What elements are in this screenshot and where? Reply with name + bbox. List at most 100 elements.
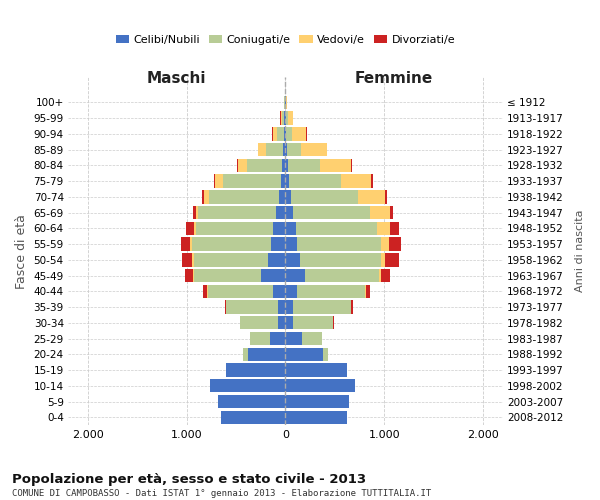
Bar (286, 158, 288, 172)
Bar (193, 269, 194, 282)
Bar (226, 364, 286, 376)
Bar (181, 238, 190, 251)
Bar (205, 190, 209, 203)
Bar (286, 395, 349, 408)
Bar (211, 379, 286, 392)
Bar (182, 253, 192, 266)
Bar (196, 222, 272, 235)
Bar (365, 284, 370, 298)
Bar (382, 269, 390, 282)
Bar (286, 96, 287, 109)
Bar (191, 238, 271, 251)
Bar (358, 190, 385, 203)
Bar (272, 127, 277, 140)
Bar (286, 222, 296, 235)
Text: Maschi: Maschi (147, 71, 206, 86)
Bar (215, 174, 223, 188)
Bar (248, 348, 286, 361)
Legend: Celibi/Nubili, Coniugati/e, Vedovi/e, Divorziati/e: Celibi/Nubili, Coniugati/e, Vedovi/e, Di… (111, 30, 460, 50)
Bar (277, 127, 284, 140)
Bar (208, 284, 272, 298)
Bar (284, 112, 286, 125)
Bar (250, 332, 269, 345)
Y-axis label: Anni di nascita: Anni di nascita (575, 210, 585, 292)
Bar (275, 206, 286, 220)
Bar (258, 143, 266, 156)
Bar (287, 143, 301, 156)
Bar (271, 238, 286, 251)
Bar (320, 158, 351, 172)
Bar (238, 158, 247, 172)
Bar (286, 332, 302, 345)
Bar (196, 206, 199, 220)
Bar (291, 190, 358, 203)
Bar (286, 410, 347, 424)
Bar (223, 174, 281, 188)
Bar (288, 112, 293, 125)
Bar (224, 300, 226, 314)
Bar (282, 158, 286, 172)
Bar (281, 174, 286, 188)
Bar (293, 316, 333, 330)
Bar (272, 222, 286, 235)
Bar (286, 253, 301, 266)
Bar (286, 238, 298, 251)
Bar (302, 332, 322, 345)
Bar (221, 410, 286, 424)
Bar (203, 284, 208, 298)
Bar (243, 348, 248, 361)
Bar (351, 300, 353, 314)
Bar (209, 190, 278, 203)
Bar (382, 253, 385, 266)
Bar (194, 222, 196, 235)
Bar (268, 253, 286, 266)
Bar (199, 206, 275, 220)
Bar (305, 269, 379, 282)
Bar (390, 206, 393, 220)
Bar (194, 269, 261, 282)
Bar (218, 395, 286, 408)
Bar (377, 222, 390, 235)
Bar (202, 190, 205, 203)
Bar (283, 143, 286, 156)
Bar (286, 316, 293, 330)
Bar (288, 158, 320, 172)
Bar (278, 316, 286, 330)
Bar (286, 269, 305, 282)
Bar (293, 206, 370, 220)
Bar (389, 238, 401, 251)
Bar (269, 332, 286, 345)
Bar (185, 269, 193, 282)
Bar (278, 190, 286, 203)
Bar (301, 253, 382, 266)
Bar (385, 190, 387, 203)
Bar (301, 143, 326, 156)
Bar (298, 284, 365, 298)
Bar (341, 174, 371, 188)
Bar (282, 112, 284, 125)
Bar (281, 112, 282, 125)
Bar (272, 284, 286, 298)
Bar (286, 364, 347, 376)
Bar (298, 238, 382, 251)
Text: COMUNE DI CAMPOBASSO - Dati ISTAT 1° gennaio 2013 - Elaborazione TUTTITALIA.IT: COMUNE DI CAMPOBASSO - Dati ISTAT 1° gen… (12, 489, 431, 498)
Bar (240, 316, 278, 330)
Bar (236, 158, 238, 172)
Bar (296, 222, 377, 235)
Bar (286, 190, 291, 203)
Bar (286, 300, 293, 314)
Bar (192, 253, 194, 266)
Bar (247, 158, 282, 172)
Bar (292, 127, 306, 140)
Bar (286, 112, 288, 125)
Bar (293, 300, 351, 314)
Bar (371, 174, 373, 188)
Bar (289, 174, 341, 188)
Bar (266, 143, 283, 156)
Bar (286, 143, 287, 156)
Bar (190, 238, 191, 251)
Bar (379, 269, 382, 282)
Bar (286, 174, 289, 188)
Bar (278, 300, 286, 314)
Y-axis label: Fasce di età: Fasce di età (15, 214, 28, 288)
